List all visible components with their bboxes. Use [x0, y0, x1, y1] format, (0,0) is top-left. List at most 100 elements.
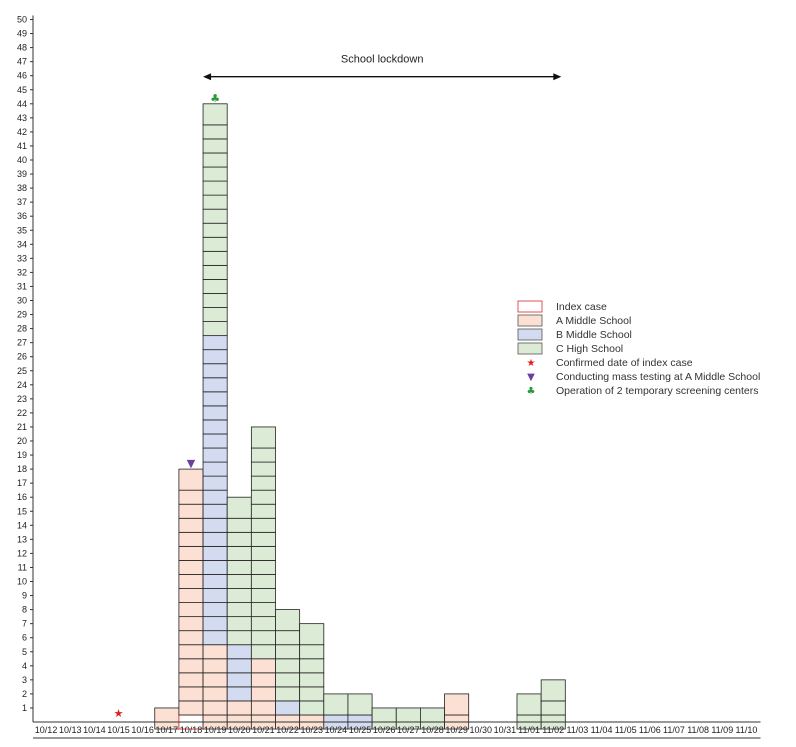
y-tick-label: 33 — [17, 253, 27, 263]
b-middle-school-cell — [202, 588, 228, 603]
b-middle-school-cell — [202, 560, 228, 575]
c-high-school-cell — [202, 194, 228, 210]
x-tick-label: 11/08 — [687, 725, 709, 735]
y-tick-label: 10 — [17, 577, 27, 587]
y-tick-label: 11 — [18, 562, 27, 572]
legend-swatch-b-middle-school — [517, 328, 543, 341]
c-high-school-cell — [226, 588, 252, 603]
bars — [154, 103, 566, 730]
b-middle-school-cell — [275, 700, 301, 716]
b-middle-school-cell — [202, 405, 228, 421]
y-tick-label: 31 — [17, 281, 27, 291]
c-high-school-cell — [275, 672, 301, 688]
y-tick-label: 12 — [17, 548, 27, 558]
c-high-school-cell — [250, 630, 276, 646]
x-tick-label: 10/28 — [421, 725, 444, 735]
y-tick-label: 13 — [17, 534, 27, 544]
a-middle-school-cell — [250, 700, 276, 716]
a-middle-school-cell — [178, 672, 204, 688]
c-high-school-cell — [226, 517, 252, 533]
y-tick-label: 50 — [17, 15, 27, 25]
x-tick-label: 11/05 — [615, 725, 637, 735]
y-tick-label: 49 — [17, 29, 27, 39]
legend-label: Conducting mass testing at A Middle Scho… — [556, 371, 760, 383]
x-tick-label: 10/12 — [35, 725, 58, 735]
c-high-school-cell — [202, 321, 228, 337]
y-tick-label: 1 — [22, 703, 27, 713]
x-tick-label: 10/30 — [470, 725, 493, 735]
c-high-school-cell — [226, 545, 252, 561]
b-middle-school-cell — [202, 335, 228, 351]
b-middle-school-cell — [202, 433, 228, 449]
y-tick-label: 8 — [22, 605, 27, 615]
y-tick-label: 46 — [17, 71, 27, 81]
y-tick-label: 20 — [17, 436, 27, 446]
y-tick-label: 34 — [17, 239, 27, 249]
c-high-school-cell — [540, 679, 566, 702]
c-high-school-cell — [250, 588, 276, 603]
b-middle-school-cell — [202, 419, 228, 435]
x-tick-label: 11/02 — [542, 725, 564, 735]
a-middle-school-cell — [178, 517, 204, 533]
a-middle-school-cell — [202, 658, 228, 674]
c-high-school-cell — [275, 658, 301, 674]
lockdown-annotation: School lockdown — [203, 54, 562, 81]
b-middle-school-cell — [202, 630, 228, 646]
x-tick-label: 11/01 — [518, 725, 540, 735]
b-middle-school-cell — [202, 461, 228, 477]
a-middle-school-cell — [226, 700, 252, 716]
x-tick-label: 10/23 — [300, 725, 323, 735]
b-middle-school-cell — [202, 489, 228, 505]
legend-label: B Middle School — [556, 329, 632, 341]
a-middle-school-cell — [250, 672, 276, 688]
legend-swatch-index-case — [517, 300, 543, 313]
y-tick-label: 48 — [17, 43, 27, 53]
a-middle-school-cell — [178, 644, 204, 660]
x-tick-label: 10/31 — [494, 725, 517, 735]
y-tick-label: 39 — [17, 169, 27, 179]
c-high-school-cell — [299, 700, 325, 716]
c-high-school-cell — [250, 426, 276, 449]
y-tick-label: 25 — [17, 366, 27, 376]
c-high-school-cell — [250, 560, 276, 575]
c-high-school-cell — [202, 124, 228, 140]
y-tick-label: 17 — [17, 478, 27, 488]
y-tick-label: 35 — [17, 225, 27, 235]
y-tick-label: 6 — [22, 633, 27, 643]
a-middle-school-cell — [444, 693, 470, 716]
y-tick-label: 22 — [17, 408, 27, 418]
b-middle-school-cell — [202, 531, 228, 547]
x-tick-label: 10/13 — [59, 725, 82, 735]
c-high-school-cell — [250, 574, 276, 589]
c-high-school-cell — [202, 138, 228, 154]
c-high-school-cell — [299, 686, 325, 702]
c-high-school-cell — [202, 222, 228, 238]
x-tick-label: 10/19 — [204, 725, 227, 735]
x-tick-label: 10/22 — [276, 725, 299, 735]
y-tick-label: 5 — [22, 647, 27, 657]
a-middle-school-cell — [178, 489, 204, 505]
c-high-school-cell — [250, 644, 276, 660]
x-tick-label: 11/09 — [711, 725, 733, 735]
y-axis: 1234567891011121314151617181920212223242… — [17, 15, 34, 722]
c-high-school-cell — [250, 517, 276, 533]
c-high-school-cell — [250, 503, 276, 519]
y-tick-label: 18 — [17, 464, 27, 474]
y-tick-label: 21 — [17, 422, 27, 432]
legend-label: Operation of 2 temporary screening cente… — [556, 385, 759, 397]
event-markers: ★ ▼ ♣ — [114, 92, 220, 720]
c-high-school-cell — [202, 264, 228, 280]
b-middle-school-cell — [202, 447, 228, 463]
c-high-school-cell — [226, 602, 252, 618]
c-high-school-cell — [226, 630, 252, 646]
c-high-school-cell — [250, 545, 276, 561]
c-high-school-cell — [299, 672, 325, 688]
legend-label: C High School — [556, 343, 623, 355]
y-tick-label: 14 — [17, 520, 27, 530]
b-middle-school-cell — [202, 602, 228, 618]
y-tick-label: 45 — [17, 85, 27, 95]
c-high-school-cell — [516, 693, 542, 716]
y-tick-label: 7 — [22, 619, 27, 629]
legend: Index case A Middle School B Middle School… — [517, 300, 760, 397]
